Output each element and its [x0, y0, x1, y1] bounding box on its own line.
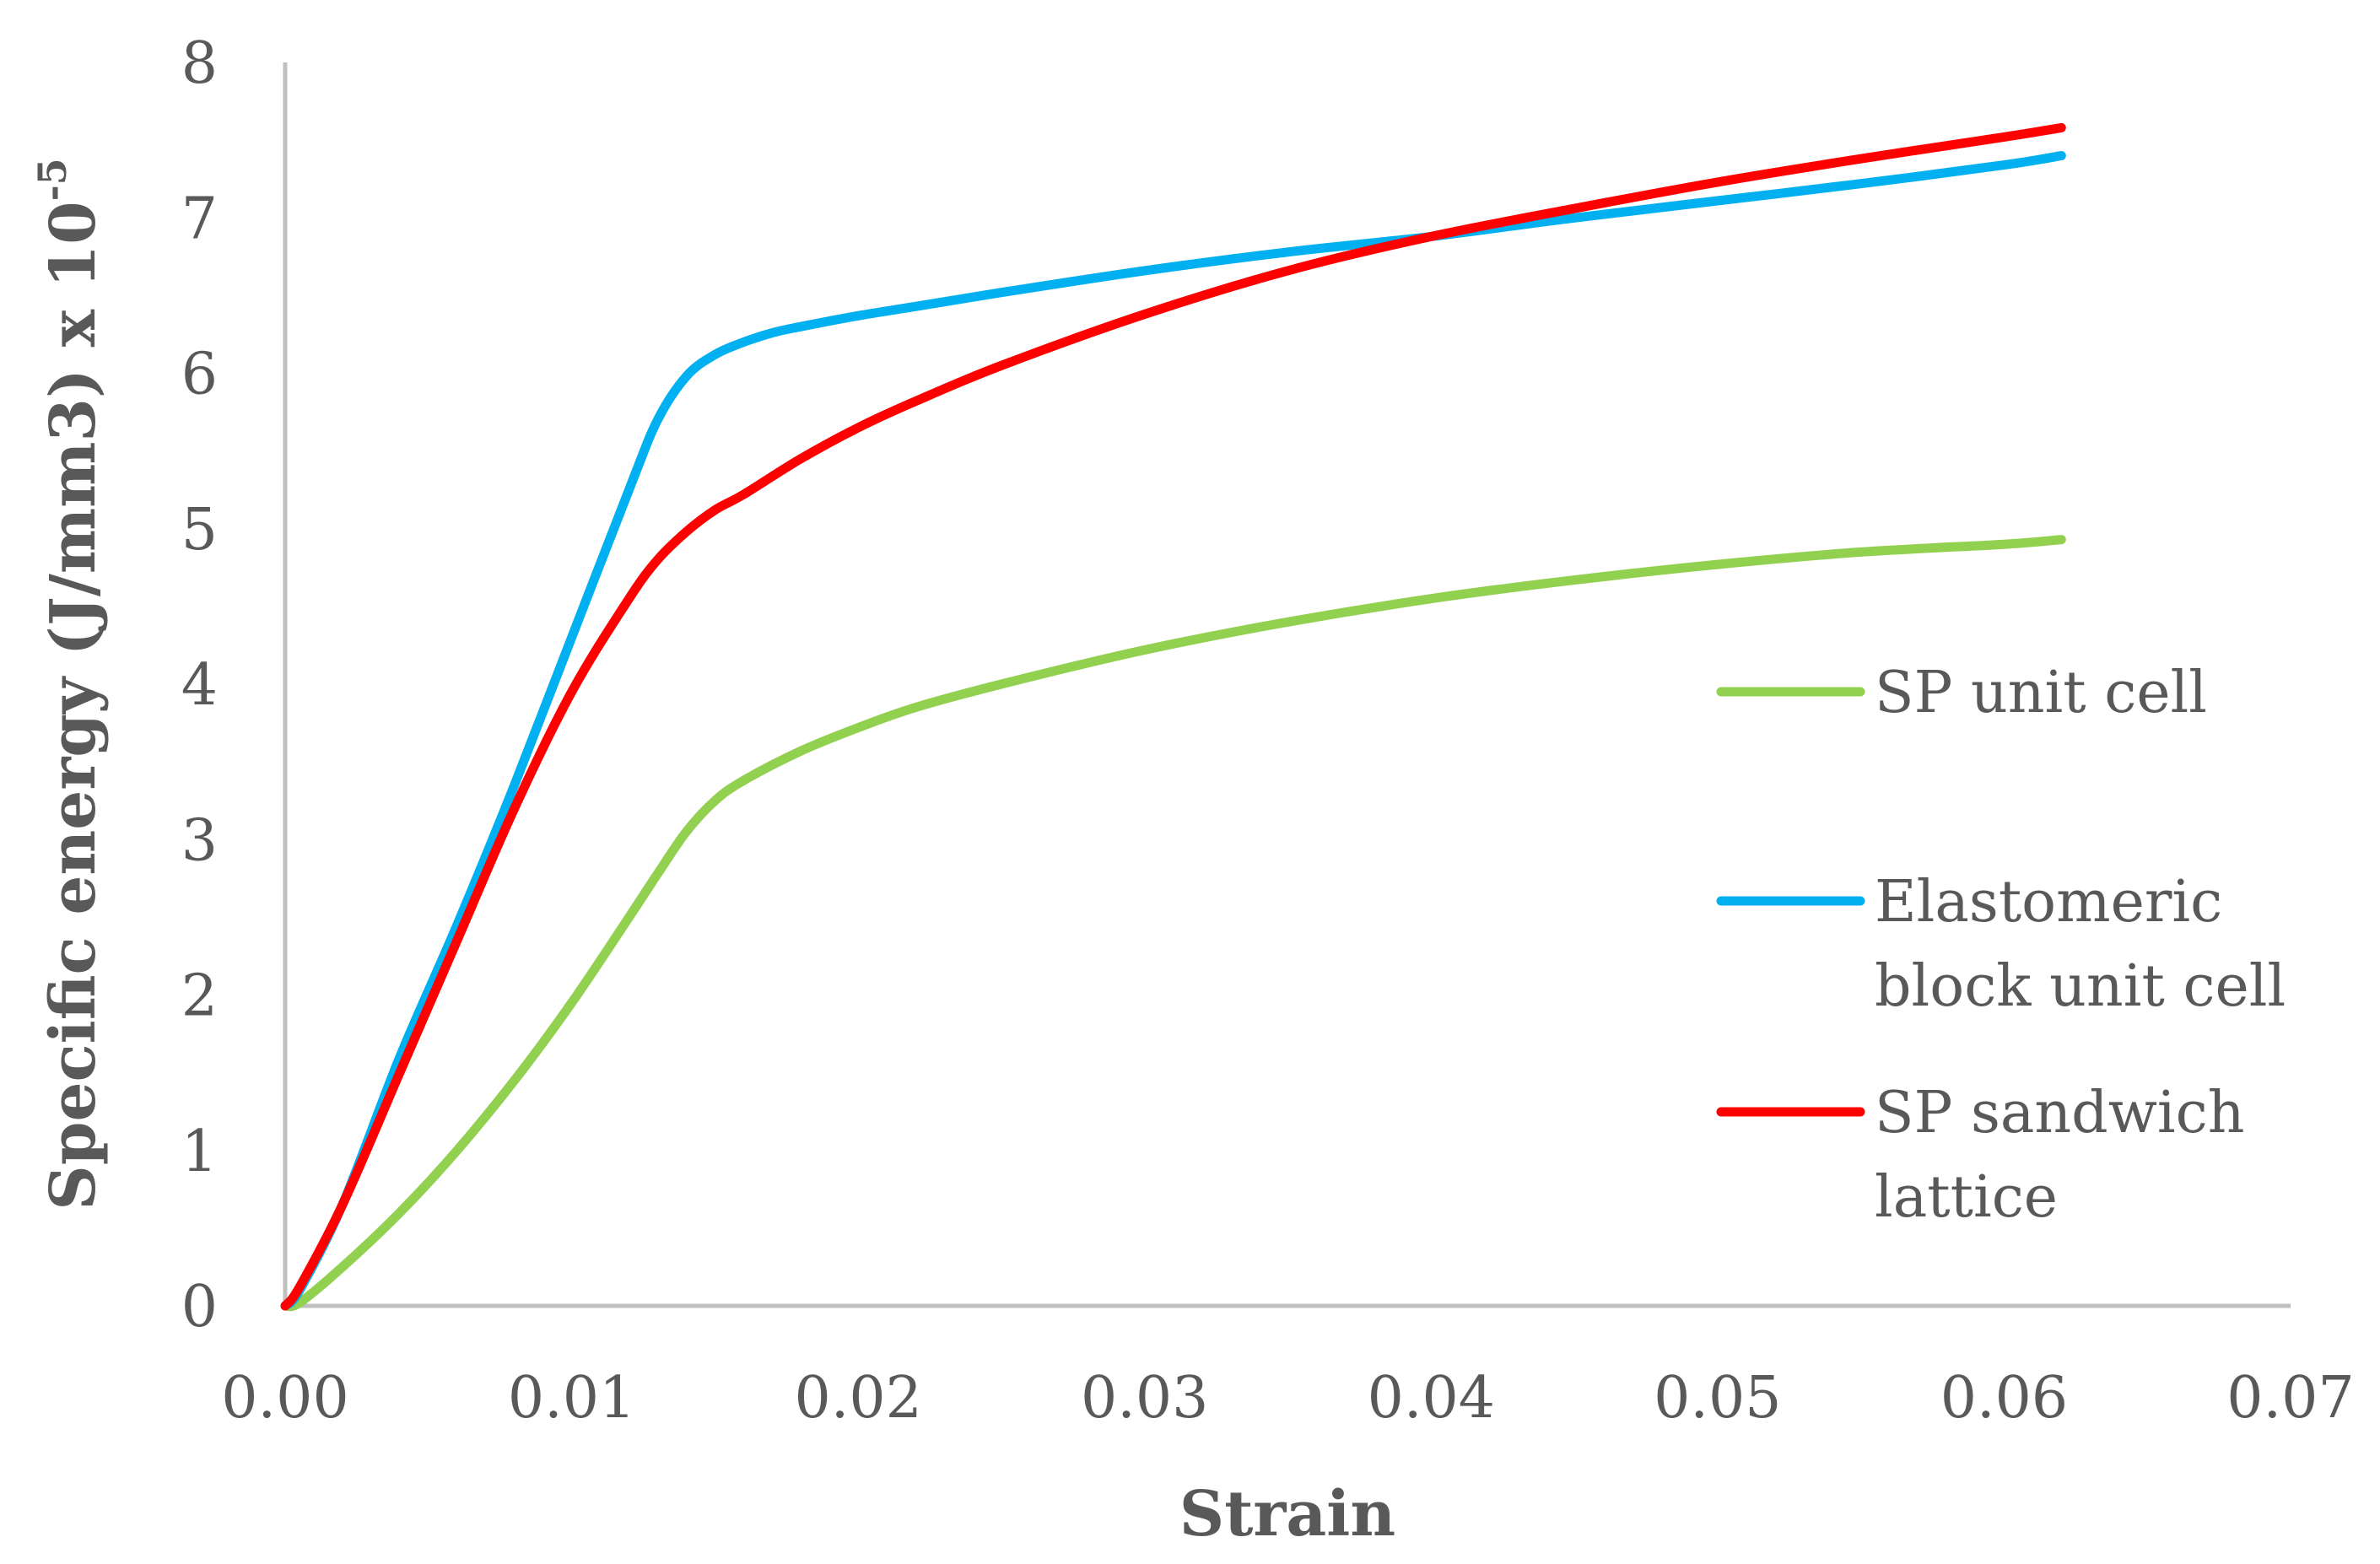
x-tick-label: 0.05: [1654, 1365, 1781, 1432]
y-tick-label: 5: [181, 497, 218, 564]
axes: [283, 62, 2291, 1308]
legend-label-sp-unit-cell: SP unit cell: [1875, 660, 2207, 726]
y-tick-labels: 0 1 2 3 4 5 6 7 8: [181, 30, 218, 1340]
y-tick-label: 7: [181, 186, 218, 252]
x-tick-label: 0.00: [221, 1365, 348, 1432]
legend-label-elastomeric-block-unit-cell: block unit cell: [1875, 953, 2286, 1020]
y-tick-label: 1: [181, 1119, 218, 1185]
x-axis-title: Strain: [1179, 1478, 1395, 1551]
legend-label-elastomeric-block-unit-cell: Elastomeric: [1875, 869, 2222, 936]
y-tick-label: 3: [181, 807, 218, 874]
series-line-sp-unit-cell: [280, 535, 2066, 1312]
x-tick-label: 0.03: [1081, 1365, 1208, 1432]
y-tick-label: 6: [181, 342, 218, 408]
y-tick-label: 4: [181, 652, 218, 719]
legend-label-sp-sandwich-lattice: lattice: [1875, 1164, 2058, 1231]
y-axis-title-superscript: -5: [30, 158, 75, 201]
legend: SP unit cell Elastomeric block unit cell SP…: [1716, 660, 2286, 1231]
series-lines: [280, 122, 2066, 1312]
y-tick-label: 2: [181, 963, 218, 1030]
x-tick-label: 0.07: [2226, 1365, 2354, 1432]
x-tick-label: 0.02: [794, 1365, 921, 1432]
y-axis-title: Specific energy (J/mm3) x 10-5: [30, 158, 110, 1210]
series-line-sp-sandwich-lattice: [280, 122, 2066, 1311]
y-tick-label: 8: [181, 30, 218, 97]
series-line-elastomeric-block-unit-cell: [280, 151, 2066, 1311]
x-tick-labels: 0.00 0.01 0.02 0.03 0.04 0.05 0.06 0.07: [221, 1365, 2354, 1432]
legend-label-sp-sandwich-lattice: SP sandwich: [1875, 1080, 2245, 1146]
x-tick-label: 0.01: [508, 1365, 635, 1432]
x-tick-label: 0.06: [1940, 1365, 2068, 1432]
y-axis-title-main: Specific energy (J/mm3) x 10: [37, 201, 110, 1210]
x-tick-label: 0.04: [1368, 1365, 1495, 1432]
y-tick-label: 0: [181, 1274, 218, 1340]
